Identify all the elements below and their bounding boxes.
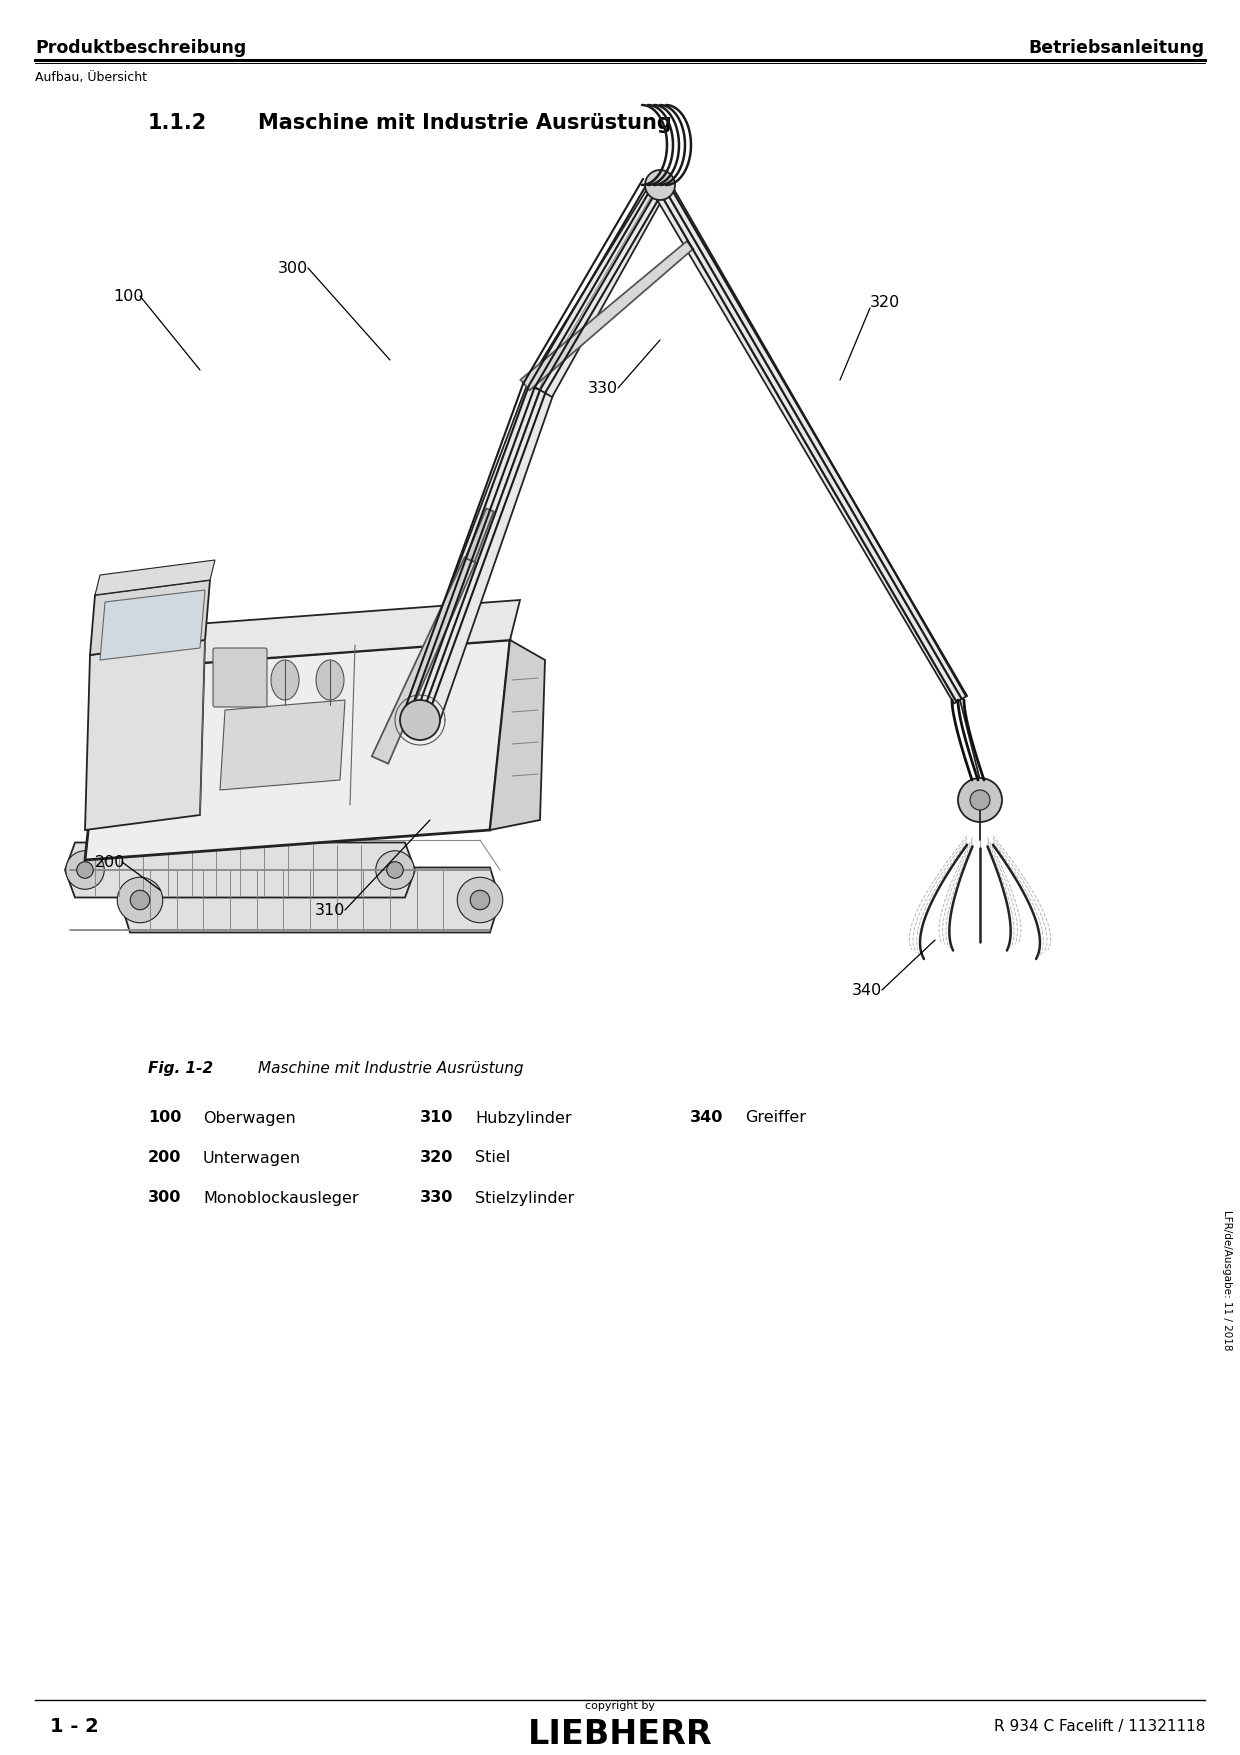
Text: LFR/de/Ausgabe: 11 / 2018: LFR/de/Ausgabe: 11 / 2018 xyxy=(1221,1209,1233,1350)
Text: 340: 340 xyxy=(852,983,882,997)
Text: 100: 100 xyxy=(148,1111,181,1125)
Polygon shape xyxy=(465,509,494,562)
Text: 320: 320 xyxy=(870,295,900,309)
Polygon shape xyxy=(402,384,553,727)
Text: Stielzylinder: Stielzylinder xyxy=(475,1190,574,1206)
Circle shape xyxy=(66,851,104,890)
Polygon shape xyxy=(521,240,693,390)
Circle shape xyxy=(959,777,1002,821)
Ellipse shape xyxy=(226,660,254,700)
Text: 200: 200 xyxy=(148,1151,181,1165)
Circle shape xyxy=(376,851,414,890)
Polygon shape xyxy=(64,842,415,897)
Text: Fig. 1-2: Fig. 1-2 xyxy=(148,1060,213,1076)
Circle shape xyxy=(130,890,150,909)
Polygon shape xyxy=(651,181,966,704)
Polygon shape xyxy=(490,641,546,830)
Text: copyright by: copyright by xyxy=(585,1701,655,1711)
Polygon shape xyxy=(91,579,210,655)
Circle shape xyxy=(387,862,403,878)
Polygon shape xyxy=(86,641,510,860)
Text: Stiel: Stiel xyxy=(475,1151,510,1165)
Text: 340: 340 xyxy=(689,1111,723,1125)
FancyBboxPatch shape xyxy=(213,648,267,707)
Circle shape xyxy=(470,890,490,909)
Polygon shape xyxy=(100,590,205,660)
Text: 200: 200 xyxy=(95,855,125,869)
Circle shape xyxy=(458,878,502,923)
Text: Monoblockausleger: Monoblockausleger xyxy=(203,1190,358,1206)
Text: 300: 300 xyxy=(148,1190,181,1206)
Text: 310: 310 xyxy=(420,1111,454,1125)
Text: 330: 330 xyxy=(588,381,618,395)
Polygon shape xyxy=(95,560,215,595)
Text: Betriebsanleitung: Betriebsanleitung xyxy=(1029,39,1205,56)
Text: Maschine mit Industrie Ausrüstung: Maschine mit Industrie Ausrüstung xyxy=(258,112,672,133)
Ellipse shape xyxy=(272,660,299,700)
Text: Unterwagen: Unterwagen xyxy=(203,1151,301,1165)
Text: Produktbeschreibung: Produktbeschreibung xyxy=(35,39,247,56)
Circle shape xyxy=(970,790,990,811)
Text: 300: 300 xyxy=(278,260,309,276)
Polygon shape xyxy=(528,181,668,397)
Polygon shape xyxy=(86,641,205,830)
Text: 330: 330 xyxy=(420,1190,454,1206)
Ellipse shape xyxy=(316,660,343,700)
Circle shape xyxy=(401,700,440,741)
Text: Greiffer: Greiffer xyxy=(745,1111,806,1125)
Polygon shape xyxy=(372,558,475,763)
Text: R 934 C Facelift / 11321118: R 934 C Facelift / 11321118 xyxy=(993,1718,1205,1734)
Text: Aufbau, Übersicht: Aufbau, Übersicht xyxy=(35,70,148,84)
Text: LIEBHERR: LIEBHERR xyxy=(528,1718,712,1750)
Text: 1.1.2: 1.1.2 xyxy=(148,112,207,133)
Circle shape xyxy=(77,862,93,878)
Polygon shape xyxy=(120,867,500,932)
Polygon shape xyxy=(219,700,345,790)
Text: 310: 310 xyxy=(315,902,346,918)
Polygon shape xyxy=(105,600,520,670)
Text: 100: 100 xyxy=(113,288,144,304)
Text: 1 - 2: 1 - 2 xyxy=(50,1716,99,1736)
Text: Hubzylinder: Hubzylinder xyxy=(475,1111,572,1125)
Circle shape xyxy=(645,170,675,200)
Text: Maschine mit Industrie Ausrüstung: Maschine mit Industrie Ausrüstung xyxy=(258,1060,523,1076)
Text: Oberwagen: Oberwagen xyxy=(203,1111,296,1125)
Text: 320: 320 xyxy=(420,1151,454,1165)
Circle shape xyxy=(118,878,162,923)
